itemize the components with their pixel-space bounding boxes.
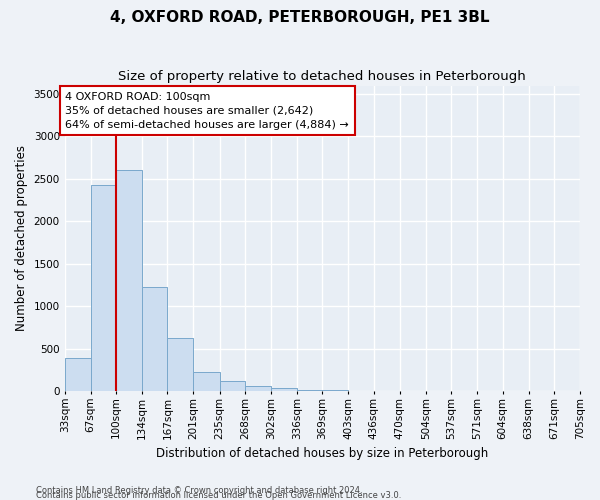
Text: 4, OXFORD ROAD, PETERBOROUGH, PE1 3BL: 4, OXFORD ROAD, PETERBOROUGH, PE1 3BL: [110, 10, 490, 25]
Bar: [65, 358, 91, 391]
Bar: [167, 338, 193, 391]
Title: Size of property relative to detached houses in Peterborough: Size of property relative to detached ho…: [118, 70, 526, 83]
Bar: [91, 185, 116, 391]
X-axis label: Distribution of detached houses by size in Peterborough: Distribution of detached houses by size …: [156, 447, 488, 460]
Bar: [142, 288, 167, 391]
Bar: [322, 390, 349, 391]
Bar: [193, 372, 220, 391]
Text: Contains public sector information licensed under the Open Government Licence v3: Contains public sector information licen…: [36, 491, 401, 500]
Text: Contains HM Land Registry data © Crown copyright and database right 2024.: Contains HM Land Registry data © Crown c…: [36, 486, 362, 495]
Bar: [297, 390, 322, 391]
Y-axis label: Number of detached properties: Number of detached properties: [15, 146, 28, 332]
Bar: [245, 386, 271, 391]
Text: 4 OXFORD ROAD: 100sqm
35% of detached houses are smaller (2,642)
64% of semi-det: 4 OXFORD ROAD: 100sqm 35% of detached ho…: [65, 92, 349, 130]
Bar: [116, 170, 142, 391]
Bar: [220, 381, 245, 391]
Bar: [271, 388, 297, 391]
